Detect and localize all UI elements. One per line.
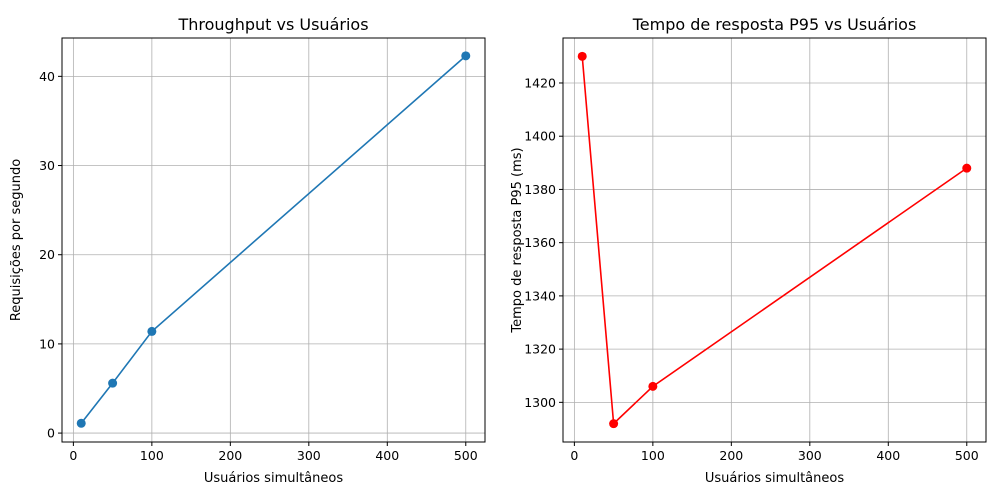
y-tick-label: 1360	[524, 235, 556, 250]
y-tick-label: 30	[39, 158, 55, 173]
data-point	[648, 381, 658, 391]
x-tick-label: 500	[454, 448, 478, 463]
y-axis-label: Tempo de resposta P95 (ms)	[510, 147, 525, 333]
series-line	[581, 56, 968, 426]
y-tick-label: 1320	[524, 342, 556, 357]
data-point	[577, 51, 587, 61]
y-tick-label: 40	[39, 69, 55, 84]
x-tick-label: 100	[641, 448, 665, 463]
data-point	[108, 378, 118, 388]
data-point	[76, 418, 86, 428]
data-point	[147, 326, 157, 336]
x-tick-label: 200	[218, 448, 242, 463]
x-tick-label: 0	[69, 448, 77, 463]
x-axis-label: Usuários simultâneos	[705, 471, 844, 486]
grid	[62, 38, 485, 442]
x-tick-label: 400	[375, 448, 399, 463]
x-axis-label: Usuários simultâneos	[204, 471, 343, 486]
x-tick-label: 100	[140, 448, 164, 463]
chart-title: Tempo de resposta P95 vs Usuários	[632, 15, 917, 34]
y-tick-label: 0	[47, 426, 55, 441]
x-tick-label: 400	[876, 448, 900, 463]
y-tick-label: 1340	[524, 288, 556, 303]
x-tick-label: 300	[297, 448, 321, 463]
y-tick-label: 1400	[524, 129, 556, 144]
y-tick-label: 10	[39, 336, 55, 351]
x-tick-label: 500	[955, 448, 979, 463]
x-tick-label: 300	[798, 448, 822, 463]
data-point	[609, 419, 619, 429]
y-tick-label: 1300	[524, 395, 556, 410]
data-point	[461, 51, 471, 61]
chart-response-time: Tempo de resposta P95 vs Usuários Usuári…	[510, 15, 987, 486]
y-tick-label: 1420	[524, 75, 556, 90]
y-axis-label: Requisições por segundo	[9, 159, 24, 321]
x-tick-label: 0	[570, 448, 578, 463]
x-tick-label: 200	[719, 448, 743, 463]
chart-title: Throughput vs Usuários	[177, 15, 368, 34]
grid	[563, 38, 986, 442]
chart-throughput: Throughput vs Usuários Usuários simultân…	[9, 15, 486, 486]
plot-frame	[61, 37, 486, 443]
y-tick-label: 1380	[524, 182, 556, 197]
plot-frame	[562, 37, 987, 443]
series-line	[80, 55, 467, 424]
y-tick-label: 20	[39, 247, 55, 262]
data-point	[962, 163, 972, 173]
